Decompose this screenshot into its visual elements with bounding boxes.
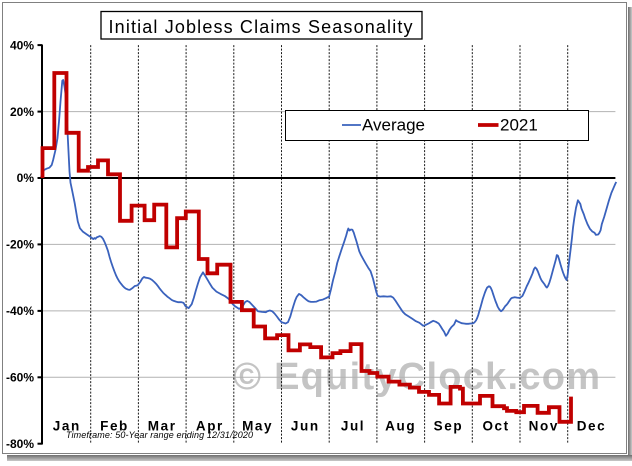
svg-text:Jun: Jun xyxy=(291,419,320,434)
svg-text:Aug: Aug xyxy=(385,419,416,434)
svg-text:0%: 0% xyxy=(17,171,35,185)
svg-text:May: May xyxy=(242,419,273,434)
svg-text:Sep: Sep xyxy=(434,419,464,434)
svg-text:40%: 40% xyxy=(10,38,34,52)
svg-text:Initial Jobless Claims Seasona: Initial Jobless Claims Seasonality xyxy=(109,17,413,37)
svg-text:-60%: -60% xyxy=(6,371,34,385)
svg-text:2021: 2021 xyxy=(500,116,538,135)
svg-text:-40%: -40% xyxy=(6,304,34,318)
svg-text:Oct: Oct xyxy=(482,419,509,434)
svg-text:-20%: -20% xyxy=(6,238,34,252)
svg-text:Jan: Jan xyxy=(53,419,81,434)
svg-text:Nov: Nov xyxy=(529,419,559,434)
svg-text:Mar: Mar xyxy=(148,419,177,434)
svg-text:Feb: Feb xyxy=(100,419,129,434)
svg-text:Jul: Jul xyxy=(341,419,365,434)
svg-text:-80%: -80% xyxy=(6,437,34,451)
svg-text:Average: Average xyxy=(362,116,425,135)
svg-text:Dec: Dec xyxy=(577,419,607,434)
svg-text:20%: 20% xyxy=(10,105,34,119)
svg-text:Apr: Apr xyxy=(196,419,224,434)
svg-text:Timeframe: 50-Year range endin: Timeframe: 50-Year range ending 12/31/20… xyxy=(66,430,253,440)
